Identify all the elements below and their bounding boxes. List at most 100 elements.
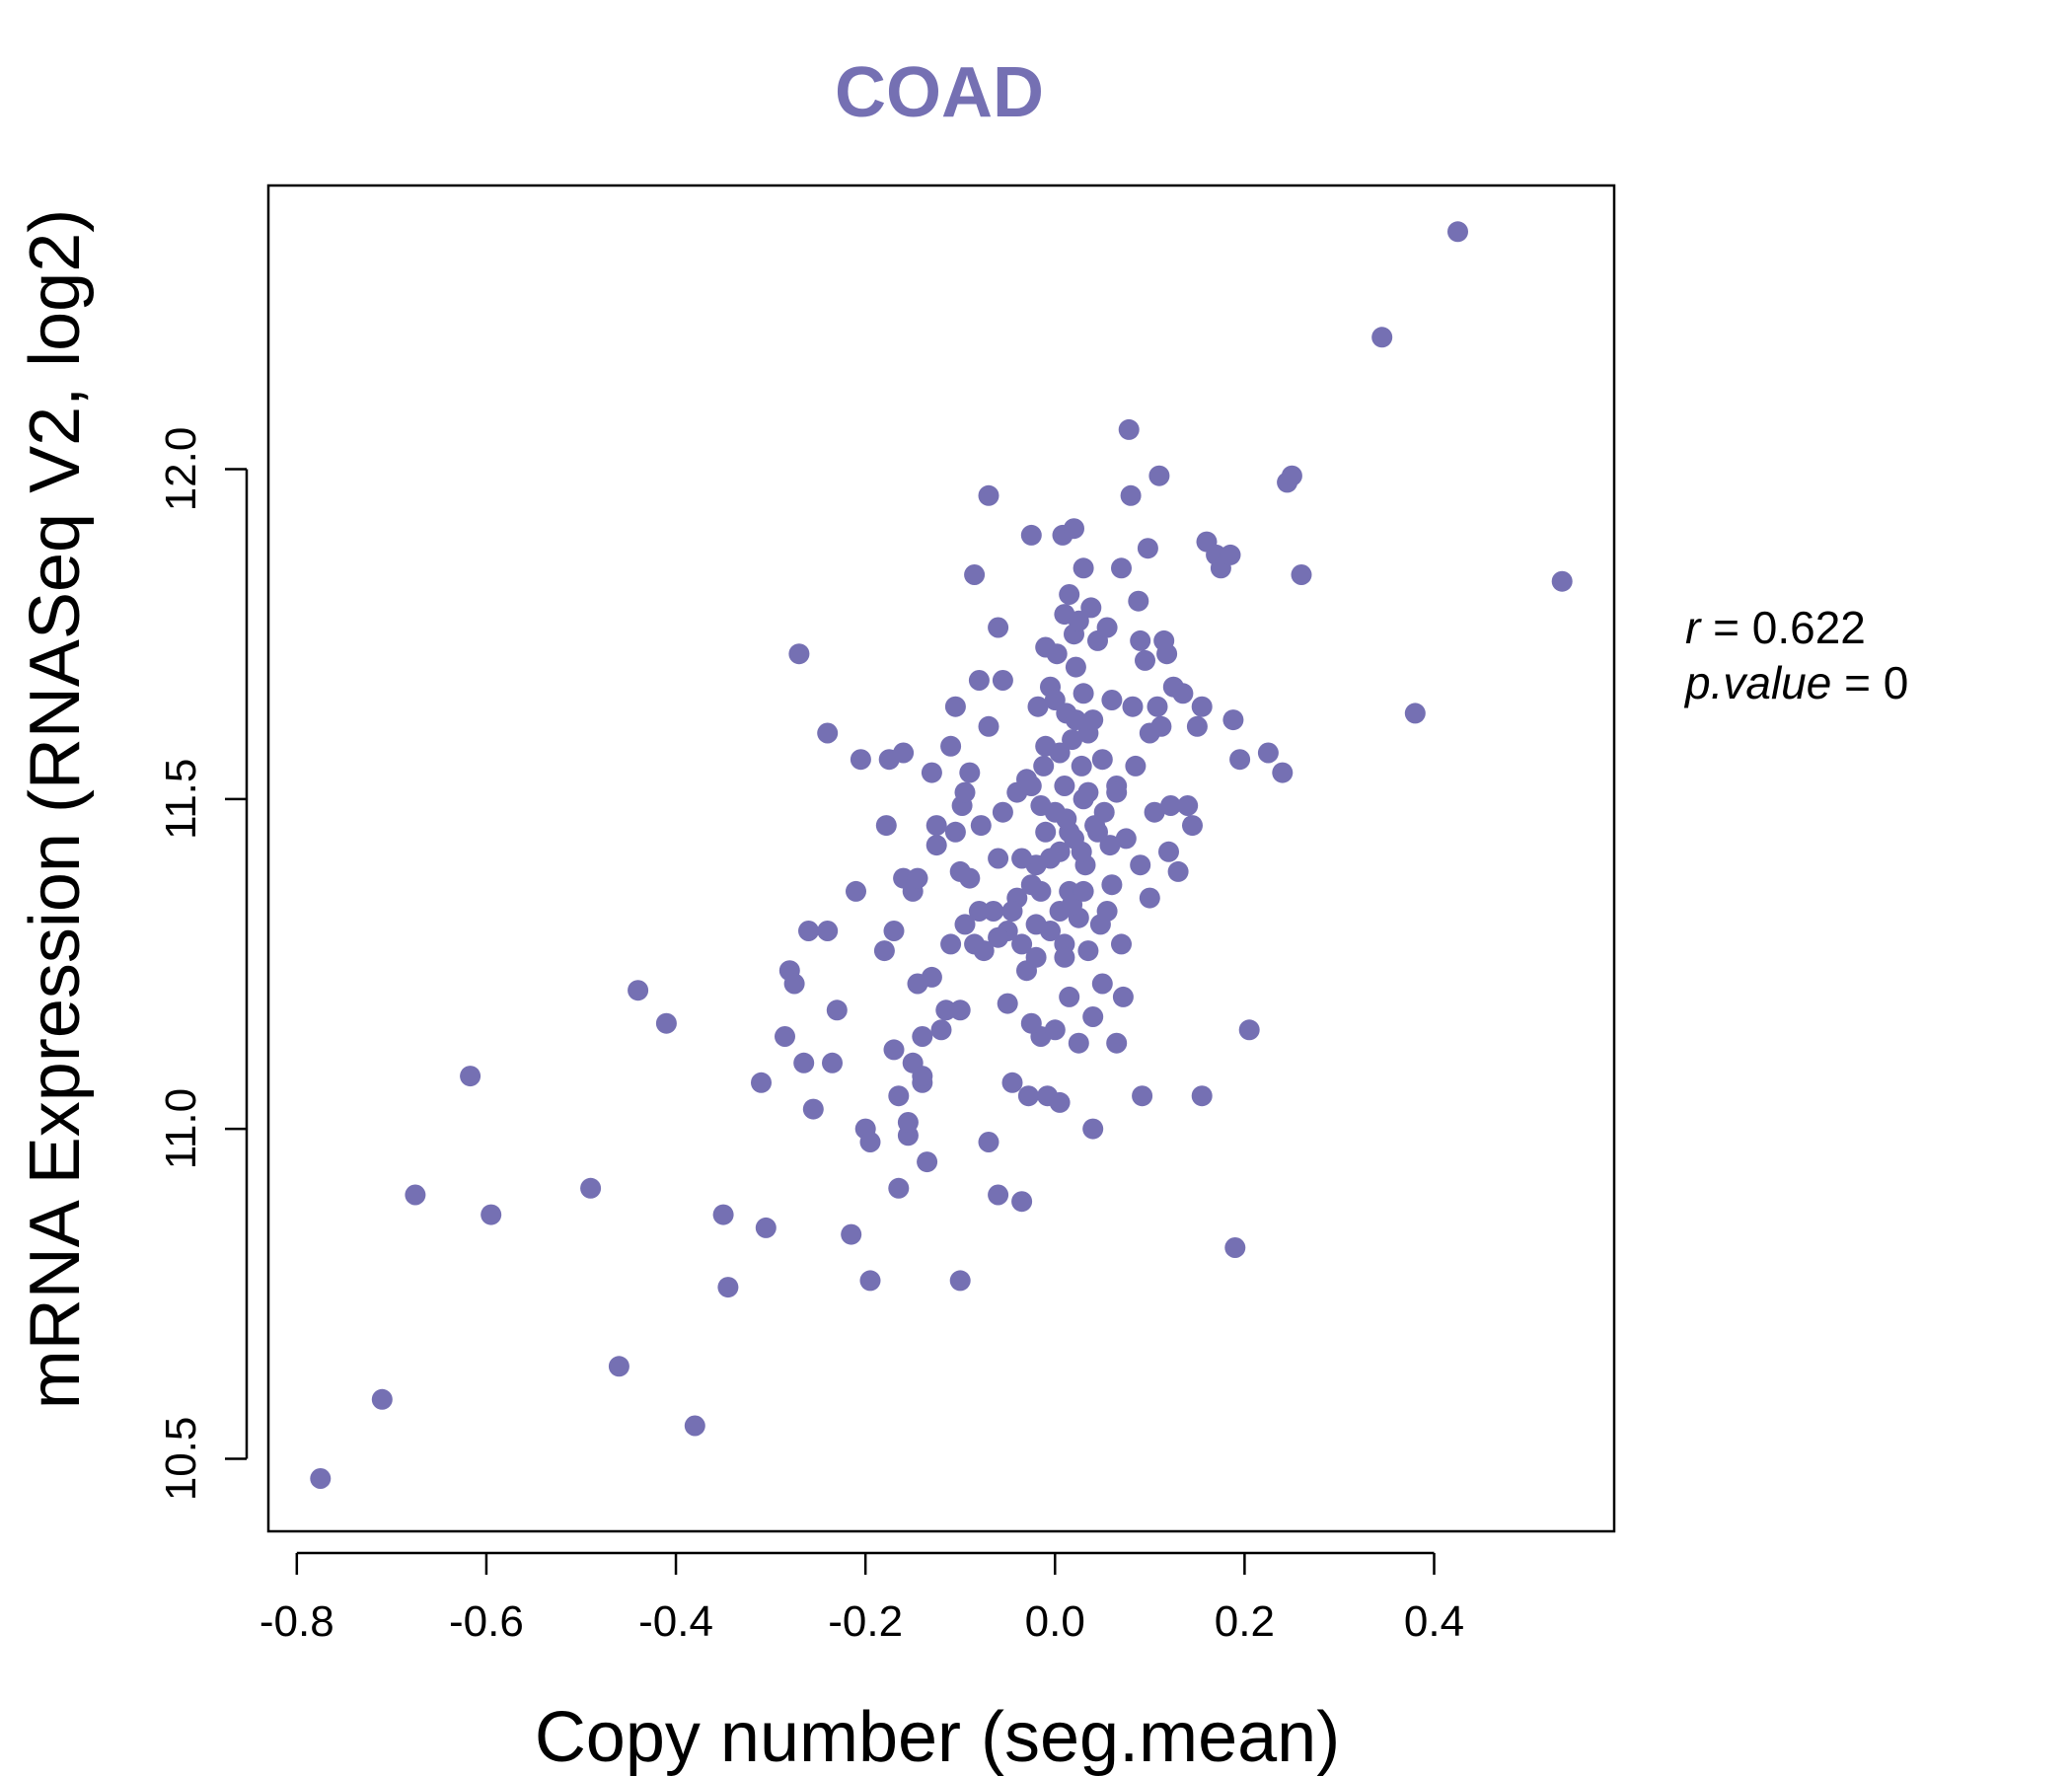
data-point xyxy=(1551,570,1573,592)
x-tick-label: -0.4 xyxy=(638,1597,713,1646)
data-point xyxy=(1128,590,1149,612)
data-point xyxy=(1064,518,1084,540)
data-point xyxy=(793,1052,815,1073)
data-point xyxy=(1068,1032,1089,1054)
data-point xyxy=(1220,544,1241,565)
data-point xyxy=(1054,946,1075,968)
data-point xyxy=(1222,709,1244,731)
data-point xyxy=(940,933,962,955)
data-point xyxy=(940,735,962,757)
y-tick-label: 12.0 xyxy=(157,427,205,512)
data-point xyxy=(1238,1019,1260,1041)
data-point xyxy=(944,821,966,843)
data-point xyxy=(1147,696,1168,717)
data-point xyxy=(1049,1091,1071,1113)
r-value: 0.622 xyxy=(1752,602,1866,653)
data-point xyxy=(1229,749,1251,771)
data-point xyxy=(1404,703,1426,724)
data-point xyxy=(912,1026,933,1047)
data-point xyxy=(959,867,981,889)
data-point xyxy=(1186,715,1208,737)
data-point xyxy=(1150,715,1172,737)
data-point xyxy=(846,880,866,902)
data-point xyxy=(1073,880,1094,902)
data-point xyxy=(992,670,1013,691)
chart-title: COAD xyxy=(835,53,1044,132)
data-point xyxy=(983,901,1004,922)
data-point xyxy=(712,1204,734,1225)
data-point xyxy=(1182,815,1203,837)
data-point xyxy=(1291,564,1312,585)
data-point xyxy=(1144,801,1165,823)
data-points xyxy=(310,221,1573,1489)
data-point xyxy=(973,940,995,962)
data-point xyxy=(1120,484,1142,506)
data-point xyxy=(1101,874,1123,896)
data-point xyxy=(775,1026,795,1047)
data-point xyxy=(822,1052,843,1073)
data-point xyxy=(992,801,1013,823)
r-equals: = xyxy=(1700,602,1751,653)
x-axis-title: Copy number (seg.mean) xyxy=(535,1698,1340,1776)
data-point xyxy=(1054,776,1075,796)
data-point xyxy=(944,696,966,717)
data-point xyxy=(968,901,990,922)
data-point xyxy=(925,835,947,856)
pvalue-annotation: p.value = 0 xyxy=(1683,657,1908,708)
data-point xyxy=(1135,649,1155,671)
data-point xyxy=(893,742,915,764)
data-point xyxy=(1106,1032,1128,1054)
data-point xyxy=(1071,755,1092,777)
data-point xyxy=(883,921,905,941)
data-point xyxy=(1040,848,1061,869)
plot-frame xyxy=(266,184,1616,1533)
data-point xyxy=(1281,465,1302,486)
data-point xyxy=(949,1270,971,1292)
data-point xyxy=(897,1112,919,1133)
data-point xyxy=(1091,749,1113,771)
data-point xyxy=(1272,762,1294,783)
data-point xyxy=(1106,781,1128,803)
data-point xyxy=(783,973,805,995)
data-point xyxy=(481,1204,502,1225)
data-point xyxy=(1071,841,1092,862)
data-point xyxy=(655,1012,677,1034)
data-point xyxy=(859,1270,881,1292)
data-point xyxy=(978,484,999,506)
data-point xyxy=(371,1388,393,1410)
data-point xyxy=(1059,584,1080,605)
data-point xyxy=(310,1468,332,1489)
data-point xyxy=(1191,1085,1213,1107)
data-point xyxy=(988,926,1009,948)
data-point xyxy=(1084,815,1106,837)
data-point xyxy=(1017,1085,1039,1107)
data-point xyxy=(1111,933,1132,955)
data-point xyxy=(1001,901,1023,922)
data-point xyxy=(1447,221,1468,243)
data-point xyxy=(1158,841,1179,862)
data-point xyxy=(1125,755,1147,777)
data-point xyxy=(460,1066,481,1087)
data-point xyxy=(1167,860,1189,882)
data-point xyxy=(1130,854,1151,876)
data-point xyxy=(1027,696,1049,717)
data-point xyxy=(1033,755,1055,777)
data-point xyxy=(954,914,976,935)
data-point xyxy=(1068,610,1089,631)
data-point xyxy=(978,1132,999,1152)
data-point xyxy=(841,1223,862,1245)
data-point xyxy=(888,1177,910,1199)
data-point xyxy=(1118,418,1140,440)
data-point xyxy=(1035,821,1057,843)
data-point xyxy=(1082,1006,1104,1027)
data-point xyxy=(1101,690,1123,710)
data-point xyxy=(1065,656,1086,678)
data-point xyxy=(968,670,990,691)
data-point xyxy=(949,999,971,1021)
data-point xyxy=(1073,557,1094,579)
data-point xyxy=(1172,683,1194,704)
data-point xyxy=(1073,683,1094,704)
data-point xyxy=(1044,1019,1066,1041)
data-point xyxy=(1156,643,1178,665)
data-point xyxy=(1115,828,1137,850)
